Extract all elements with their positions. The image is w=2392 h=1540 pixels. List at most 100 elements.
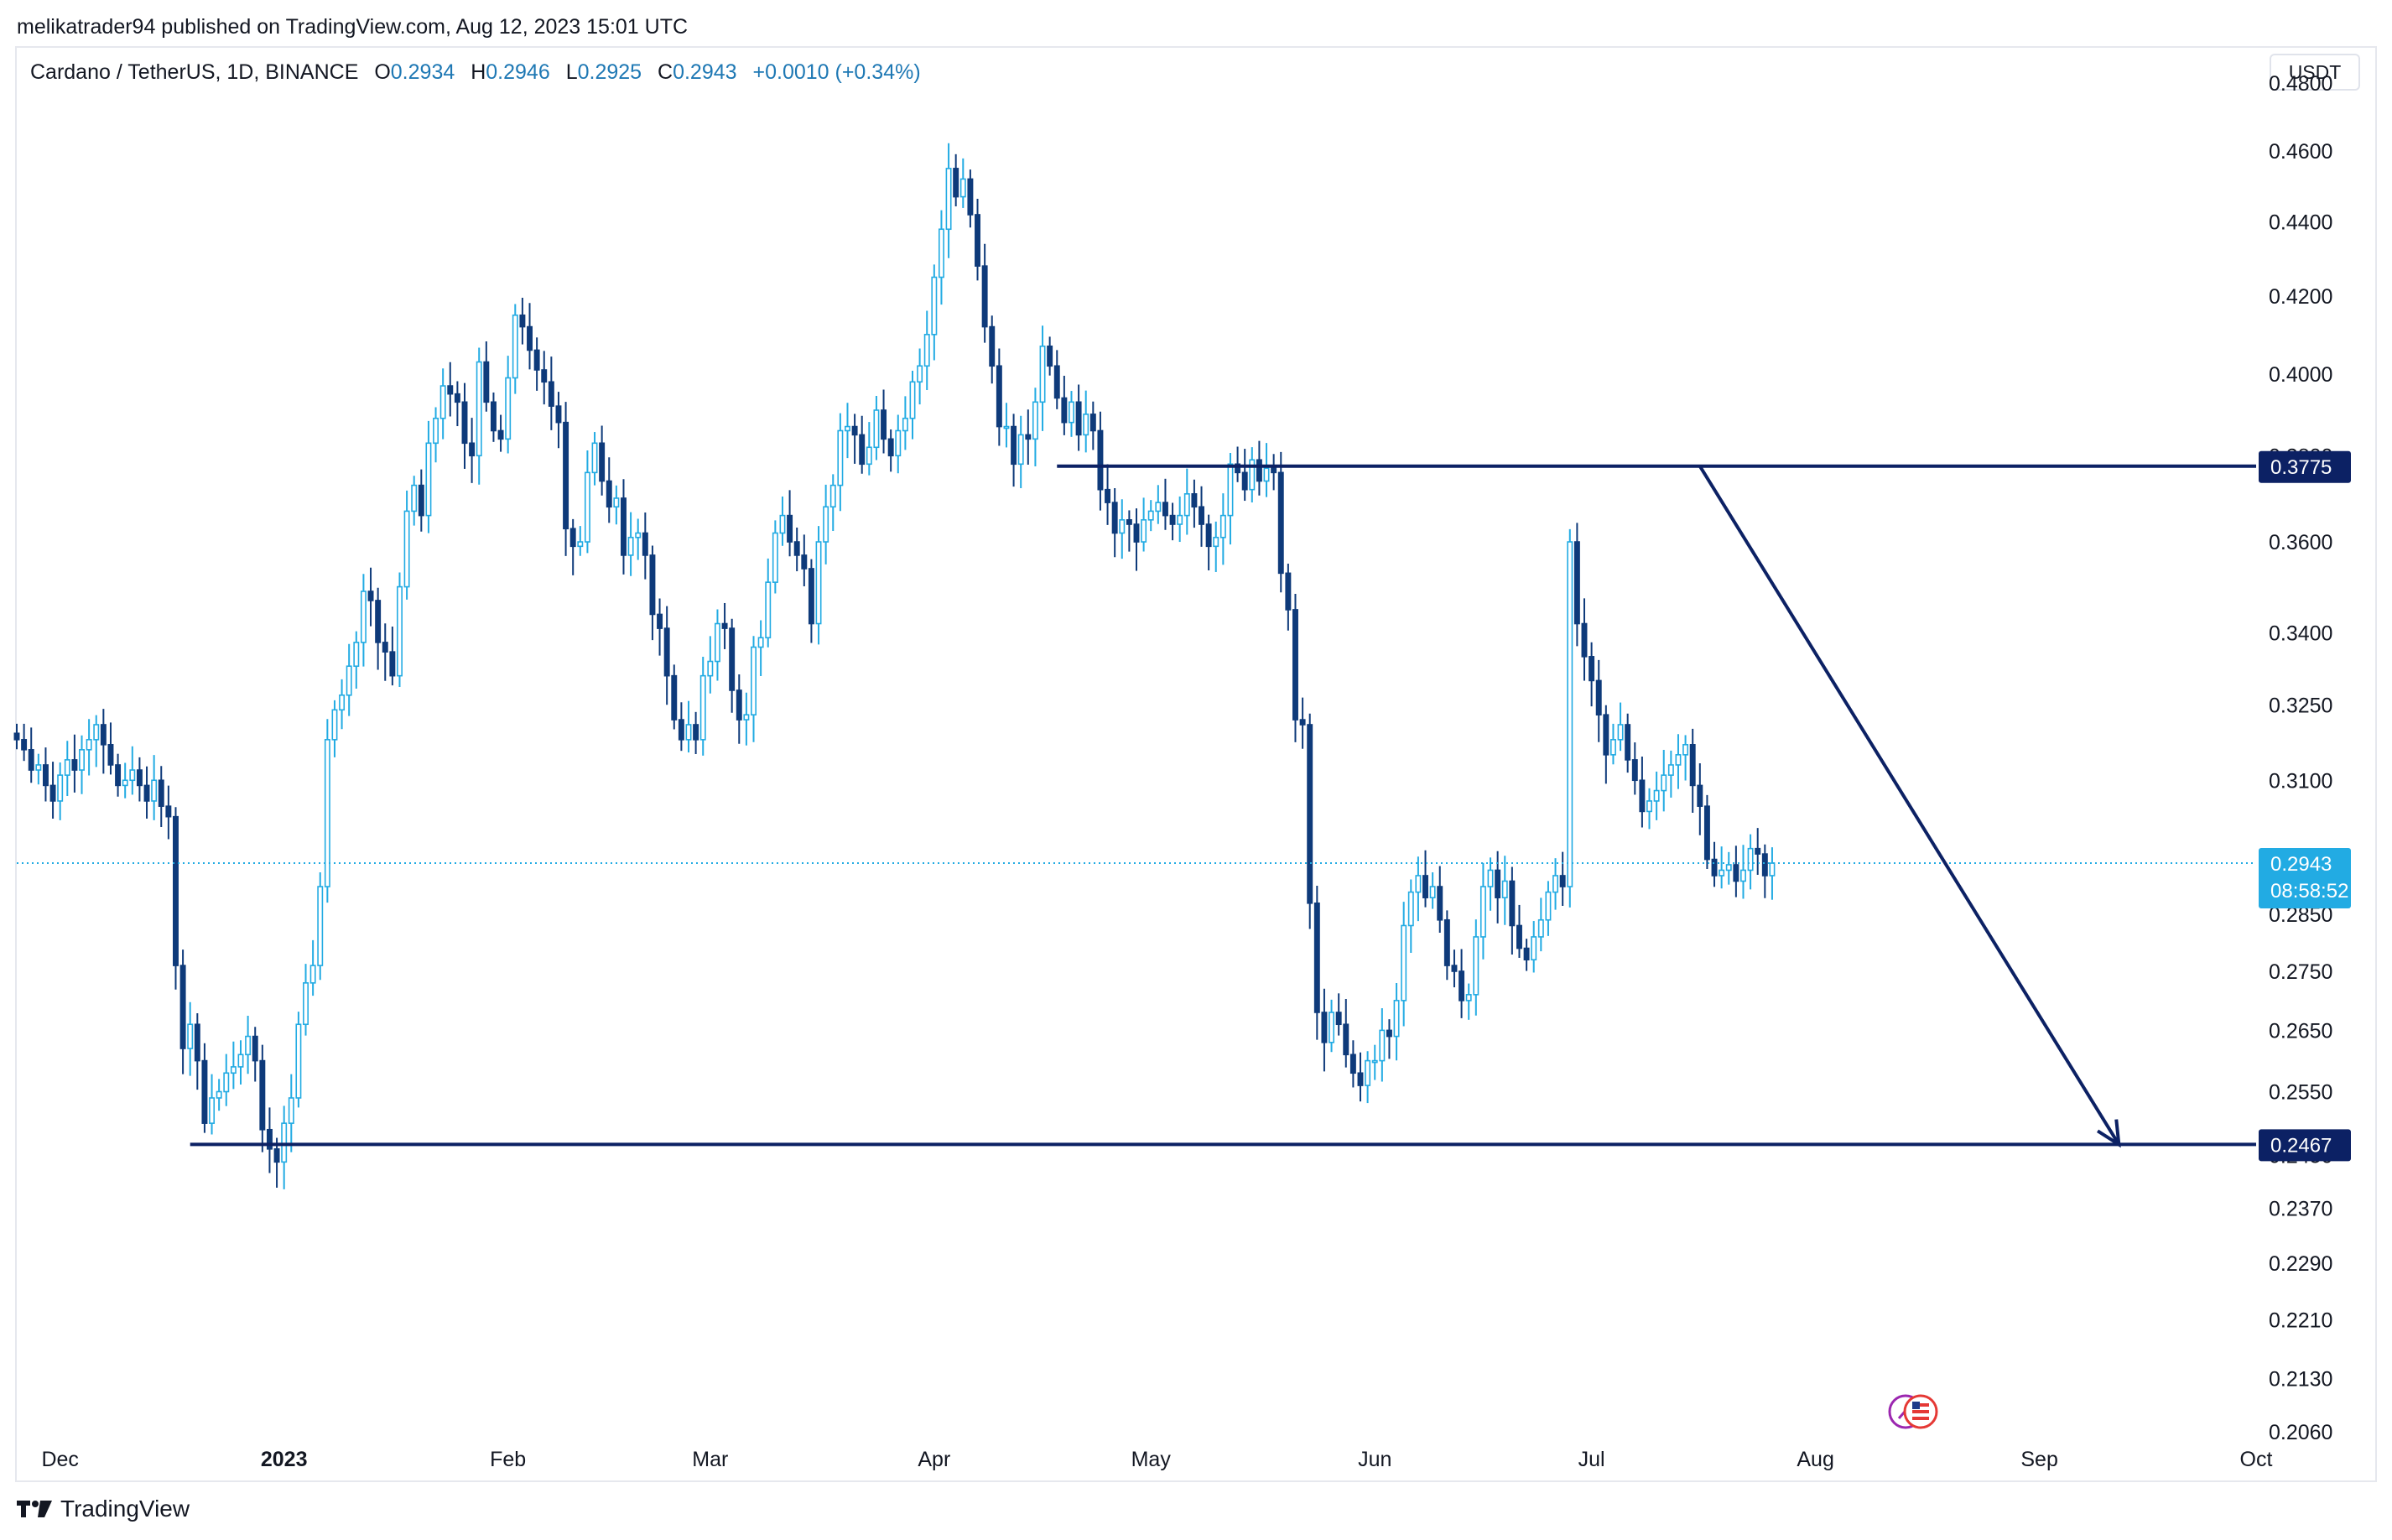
candle	[959, 158, 966, 208]
candle	[1126, 510, 1132, 552]
price-tick-label: 0.2650	[2269, 1019, 2332, 1043]
candle-body	[657, 613, 663, 629]
candle	[79, 735, 85, 794]
candle-body	[375, 600, 382, 643]
candle-body	[649, 554, 656, 616]
candle	[765, 558, 772, 648]
candle	[1495, 851, 1501, 923]
candle-body	[548, 381, 554, 407]
candle	[851, 414, 858, 464]
candle	[1299, 697, 1306, 749]
candle-body	[1573, 541, 1580, 625]
candle	[331, 700, 338, 757]
candle	[129, 746, 136, 795]
candle	[621, 479, 627, 575]
candle	[953, 153, 959, 207]
candle-body	[1227, 463, 1234, 517]
candle	[895, 414, 902, 474]
candle	[1011, 414, 1017, 487]
price-tick-label: 0.2290	[2269, 1252, 2332, 1276]
candle	[115, 753, 122, 797]
forecast-arrow-head	[2096, 1119, 2121, 1148]
tradingview-footer[interactable]: TradingView	[17, 1496, 190, 1522]
candle-body	[35, 764, 42, 771]
candle	[613, 485, 620, 525]
candle-body	[1349, 1054, 1356, 1074]
candle-body	[815, 541, 822, 625]
candle-body	[902, 417, 908, 432]
current-price-tag-text: 0.2943	[2270, 853, 2332, 876]
support-price-tag-text: 0.2467	[2270, 1134, 2332, 1157]
candle-body	[1105, 488, 1111, 503]
candle-body	[801, 554, 808, 570]
candle-body	[1199, 506, 1204, 525]
candle-body	[1523, 947, 1530, 961]
candle-body	[1443, 918, 1450, 966]
candle-body	[1667, 764, 1674, 776]
time-axis[interactable]: Dec 2023 Feb Mar Apr May Jun Jul Aug Sep Oct	[41, 1448, 2272, 1471]
candle-body	[418, 484, 424, 517]
candle-body	[21, 739, 28, 751]
candle	[93, 715, 100, 767]
candle-body	[382, 642, 388, 653]
tradingview-logo-icon	[17, 1501, 52, 1517]
candle-body	[563, 421, 569, 530]
candle-body	[1589, 656, 1595, 682]
candle	[591, 432, 598, 486]
candle-body	[1011, 425, 1017, 466]
candle	[21, 723, 28, 762]
price-axis[interactable]: 0.48000.46000.44000.42000.40000.38000.36…	[2269, 72, 2332, 1444]
candle-body	[136, 769, 143, 787]
candle	[938, 210, 944, 305]
candle-body	[1371, 1059, 1378, 1064]
candle-body	[989, 325, 996, 367]
candles-layer	[13, 143, 1776, 1189]
candle	[86, 719, 92, 776]
candle	[801, 534, 808, 586]
candle	[837, 413, 844, 512]
candle-body	[569, 528, 576, 548]
candle-body	[512, 314, 518, 379]
candle-body	[1292, 609, 1298, 721]
candle	[28, 727, 34, 783]
candle	[216, 1079, 222, 1111]
candle-body	[808, 568, 814, 625]
candle-body	[765, 581, 772, 639]
candle-body	[1473, 936, 1479, 996]
candle-body	[736, 689, 742, 721]
candle-body	[107, 744, 114, 766]
candle	[382, 623, 388, 681]
candle-body	[245, 1035, 252, 1056]
candle-body	[439, 385, 446, 419]
candle	[1589, 642, 1595, 707]
candle	[1473, 919, 1479, 1016]
time-tick-label: Oct	[2240, 1448, 2273, 1471]
currency-button[interactable]: USDT	[2270, 54, 2360, 91]
candle	[1307, 713, 1313, 929]
candle	[469, 418, 476, 483]
candle-body	[1761, 853, 1768, 877]
candle-body	[1155, 502, 1162, 512]
candle	[375, 587, 382, 670]
symbol-name[interactable]: Cardano / TetherUS, 1D, BINANCE	[30, 60, 359, 84]
event-flag-icon[interactable]	[1888, 1394, 1938, 1429]
candle	[1249, 447, 1256, 502]
candle-body	[541, 369, 548, 383]
candle	[1703, 794, 1710, 869]
candle	[252, 1027, 258, 1082]
candle	[1487, 857, 1494, 911]
candle-body	[1083, 414, 1089, 436]
candle	[1567, 528, 1573, 908]
candle	[1523, 939, 1530, 971]
candle	[685, 700, 692, 753]
candle-body	[1335, 1012, 1342, 1026]
candle-body	[1075, 401, 1082, 436]
candle-body	[79, 749, 85, 771]
low-label: L	[565, 60, 578, 84]
candle-body	[505, 377, 512, 440]
candle	[541, 351, 548, 405]
candle-body	[331, 709, 338, 741]
candle-body	[266, 1128, 273, 1150]
candle-body	[1422, 875, 1428, 898]
